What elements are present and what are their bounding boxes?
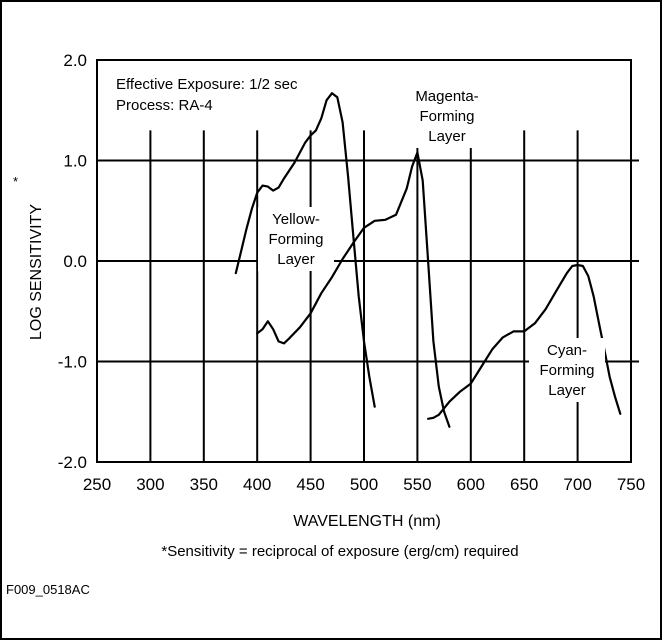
series-line-2: [256, 151, 451, 428]
series-label-1-line: Forming: [268, 231, 323, 248]
x-tick-label: 750: [617, 475, 645, 494]
y-tick-label: 2.0: [63, 51, 87, 70]
series-group: [234, 92, 622, 428]
x-tick-label: 550: [403, 475, 431, 494]
figure-id: F009_0518AC: [6, 582, 90, 597]
grid: [96, 59, 639, 463]
x-tick-label: 650: [510, 475, 538, 494]
series-label-background: [529, 338, 605, 402]
series-label-background: [409, 84, 485, 148]
series-label-3-line: Forming: [539, 362, 594, 379]
series-label-1-line: Yellow-: [272, 211, 320, 228]
x-tick-label: 350: [190, 475, 218, 494]
x-tick-label: 450: [296, 475, 324, 494]
tick-labels: 250 300 350 400 450 500 550 600 650 700 750 2.0 1.0 0…: [58, 51, 645, 494]
annotation-process: Process: RA-4: [116, 97, 213, 114]
x-axis-title: WAVELENGTH (nm): [293, 513, 441, 530]
series-label-2-line: Forming: [419, 108, 474, 125]
series-label-3-line: Layer: [548, 382, 586, 399]
series-line-1: [234, 92, 376, 408]
y-tick-label: -2.0: [58, 453, 87, 472]
y-axis-title-asterisk: *: [13, 174, 18, 189]
footnote: *Sensitivity = reciprocal of exposure (e…: [161, 543, 518, 560]
x-tick-label: 250: [83, 475, 111, 494]
series-label-2-line: Magenta-: [415, 88, 478, 105]
series-label-3-line: Cyan-: [547, 342, 587, 359]
series-line-3: [427, 263, 622, 420]
x-tick-label: 600: [457, 475, 485, 494]
series-labels: Yellow- Forming Layer Magenta- Forming Layer C…: [258, 84, 605, 402]
series-label-1-line: Layer: [277, 251, 315, 268]
x-tick-label: 700: [563, 475, 591, 494]
annotation-background: [113, 74, 301, 116]
x-tick-label: 500: [350, 475, 378, 494]
x-tick-label: 400: [243, 475, 271, 494]
annotation-exposure: Effective Exposure: 1/2 sec: [116, 76, 298, 93]
series-label-background: [258, 207, 334, 271]
y-tick-label: 1.0: [63, 152, 87, 171]
y-tick-label: 0.0: [63, 252, 87, 271]
y-axis-title: LOG SENSITIVITY: [28, 204, 45, 340]
y-tick-label: -1.0: [58, 353, 87, 372]
x-tick-label: 300: [136, 475, 164, 494]
series-label-2-line: Layer: [428, 128, 466, 145]
